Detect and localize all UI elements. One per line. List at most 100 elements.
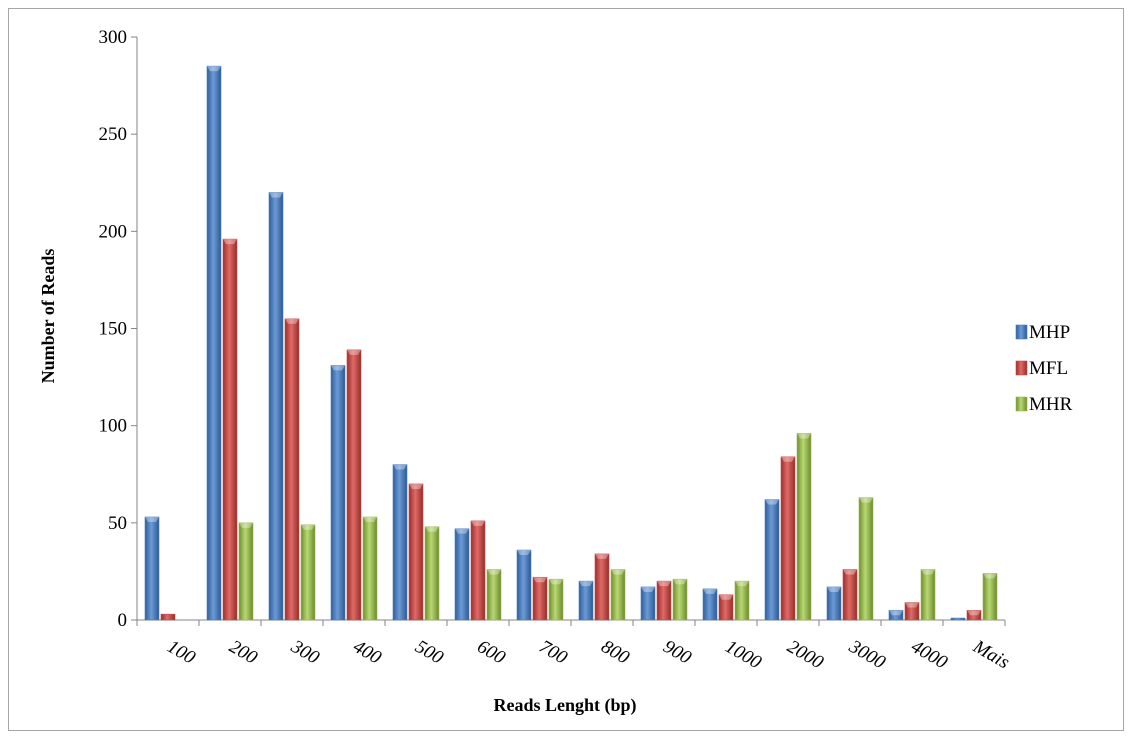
bar (672, 578, 688, 621)
bar-bevel (363, 517, 377, 523)
x-tick-label: 1000 (722, 636, 766, 673)
bar-bevel (719, 594, 733, 600)
bar (888, 609, 904, 621)
bar-bevel (921, 569, 935, 575)
legend-swatch (1015, 396, 1028, 412)
bar (982, 573, 998, 621)
bar-bevel (533, 577, 547, 583)
x-tick-label: 4000 (908, 636, 952, 673)
bar-bevel (487, 569, 501, 575)
bar (330, 365, 346, 621)
bar (780, 456, 796, 621)
bar (454, 528, 470, 621)
legend: MHP MFL MHR (1015, 322, 1073, 415)
bar-bevel (285, 318, 299, 324)
y-tick-label: 0 (118, 610, 128, 631)
bar-bevel (611, 569, 625, 575)
bar (362, 516, 378, 621)
x-tick-label: 300 (287, 636, 323, 669)
bar-bevel (145, 517, 159, 523)
bar-bevel (983, 573, 997, 579)
bar (734, 580, 750, 621)
bar (826, 586, 842, 621)
bar (858, 497, 874, 621)
bar (268, 192, 284, 621)
y-tick-label: 300 (99, 27, 128, 48)
x-tick-label: 900 (660, 636, 696, 669)
bar-bevel (781, 456, 795, 462)
bar-bevel (239, 522, 253, 528)
bar (764, 499, 780, 621)
bar (594, 553, 610, 621)
bar-bevel (859, 497, 873, 503)
bar (206, 65, 222, 621)
x-tick-label: 3000 (845, 636, 890, 674)
bar-bevel (517, 550, 531, 556)
bar-bevel (455, 528, 469, 534)
bar-bevel (797, 433, 811, 439)
bar (486, 569, 502, 621)
bar-bevel (301, 524, 315, 530)
bar-bevel (269, 192, 283, 198)
bar-bevel (889, 610, 903, 616)
bar-bevel (579, 581, 593, 587)
y-axis-title: Number of Reads (38, 249, 58, 384)
x-tick-label: 700 (536, 636, 572, 669)
bar (160, 613, 176, 621)
legend-label: MHP (1029, 322, 1070, 343)
bar-bevel (595, 553, 609, 559)
bar-bevel (393, 464, 407, 470)
bar-bevel (905, 602, 919, 608)
legend-swatch (1015, 324, 1028, 340)
bar-bevel (967, 610, 981, 616)
x-tick-label: Mais (969, 636, 1013, 674)
bar-bevel (347, 349, 361, 355)
x-tick-label: 400 (350, 636, 386, 669)
y-tick-label: 250 (99, 124, 128, 145)
bar (950, 617, 966, 621)
bar (346, 349, 362, 621)
bar-bevel (549, 579, 563, 585)
bar (516, 549, 532, 621)
x-tick-label: 500 (412, 636, 448, 669)
x-tick-label: 200 (226, 636, 262, 669)
legend-label: MFL (1029, 358, 1068, 379)
y-tick-label: 100 (99, 416, 128, 437)
bar (966, 609, 982, 621)
bar-bevel (223, 239, 237, 245)
x-tick-label: 800 (598, 636, 634, 669)
bar-bevel (425, 526, 439, 532)
bar (300, 524, 316, 621)
legend-label: MHR (1029, 394, 1073, 415)
legend-swatch (1015, 360, 1028, 376)
bar (656, 580, 672, 621)
bar (718, 594, 734, 621)
bar-bevel (765, 499, 779, 505)
bar-bevel (673, 579, 687, 585)
bar-bevel (843, 569, 857, 575)
bar-bevel (703, 588, 717, 594)
bar-bevel (331, 365, 345, 371)
x-axis-title: Reads Lenght (bp) (493, 695, 636, 716)
x-tick-label: 600 (474, 636, 510, 669)
bar-bevel (409, 483, 423, 489)
y-tick-label: 200 (99, 221, 128, 242)
bar-bevel (641, 586, 655, 592)
bar (796, 433, 812, 621)
bar-bevel (207, 66, 221, 72)
bar (610, 569, 626, 621)
bar (842, 569, 858, 621)
bar-bevel (657, 581, 671, 587)
bar (144, 516, 160, 621)
bar (640, 586, 656, 621)
bar (284, 318, 300, 621)
bar-bevel (735, 581, 749, 587)
bar (392, 464, 408, 621)
bar-bevel (827, 586, 841, 592)
x-tick-label: 100 (164, 636, 200, 669)
bar (470, 520, 486, 621)
bar-bevel (471, 520, 485, 526)
y-tick-label: 150 (99, 319, 128, 340)
bar (238, 522, 254, 621)
bar (920, 569, 936, 621)
